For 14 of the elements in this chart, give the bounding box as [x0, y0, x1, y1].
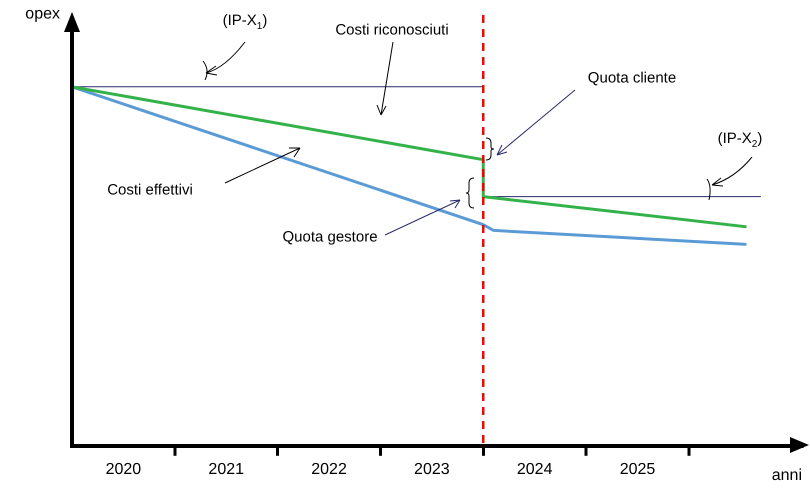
- x-tick-label: 2022: [311, 460, 347, 478]
- x-axis-title: anni: [772, 467, 802, 484]
- y-axis-title: opex: [25, 5, 60, 22]
- text: (IP-X$_{1}$): [222, 12, 268, 32]
- x-tick-label: 2025: [620, 460, 656, 478]
- x-tick-label: 2020: [106, 460, 142, 478]
- x-tick-label: 2023: [414, 460, 450, 478]
- annotation: (IP-X$_{2}$): [718, 130, 762, 150]
- text: Costi riconosciuti: [335, 22, 449, 38]
- x-tick-label: 2024: [516, 460, 553, 478]
- text: Quota cliente: [588, 70, 676, 86]
- x-tick-label: 2021: [208, 460, 244, 478]
- annotation: Quota gestore: [282, 228, 378, 246]
- annotation: Costi effettivi: [107, 182, 193, 198]
